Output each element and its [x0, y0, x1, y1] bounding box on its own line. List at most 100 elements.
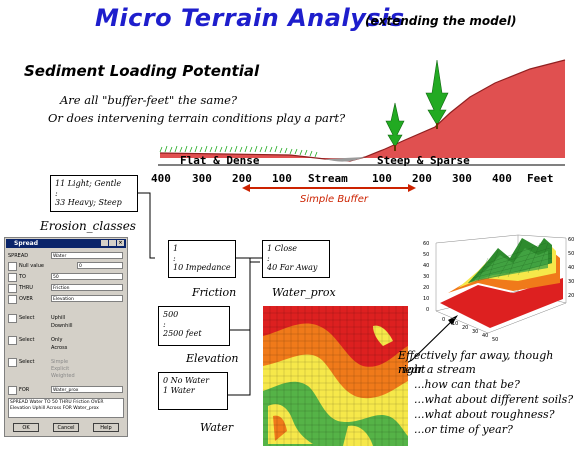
help-button[interactable]: Help [93, 423, 119, 432]
radio-downhill[interactable]: Downhill [51, 323, 73, 329]
for-checkbox[interactable] [8, 386, 17, 395]
axis-tick: 200 [232, 172, 252, 185]
axis-tick: 200 [412, 172, 432, 185]
terrain-label-right: Steep & Sparse [377, 154, 470, 167]
friction-box: 1 : 10 Impedance [168, 240, 236, 278]
to-row-label: TO [19, 274, 26, 280]
to-select[interactable]: 50 [51, 273, 123, 280]
select-3-checkbox[interactable] [8, 358, 17, 367]
water-prox-box: 1 Close : 40 Far Away [262, 240, 330, 278]
for-row-label: FOR [19, 387, 30, 393]
buffer-label: Simple Buffer [300, 194, 369, 205]
over-select[interactable]: Elevation [51, 295, 123, 302]
thru-select[interactable]: Friction [51, 284, 123, 291]
axis-unit-label: Feet [527, 172, 554, 185]
friction-line-1: 1 [173, 244, 179, 253]
axis-tick: 300 [192, 172, 212, 185]
xaxis-tick: 0 [442, 317, 445, 323]
minimize-icon[interactable] [101, 240, 108, 246]
erosion-classes-box: 11 Light; Gentle : 33 Heavy; Steep [50, 175, 138, 212]
select-1-checkbox[interactable] [8, 314, 17, 323]
friction-line-2: : [173, 253, 176, 263]
terrain-fill [159, 59, 566, 162]
maximize-icon[interactable] [109, 240, 116, 246]
ok-button[interactable]: OK [13, 423, 39, 432]
radio-uphill[interactable]: Uphill [51, 315, 66, 321]
water-box: 0 No Water 1 Water [158, 372, 228, 410]
buffer-arrow [242, 184, 416, 192]
null-row-label: Null value [19, 263, 44, 269]
axis-tick: 400 [492, 172, 512, 185]
axis-tick: 400 [151, 172, 171, 185]
zaxis-tick: 30 [423, 274, 429, 280]
cancel-button[interactable]: Cancel [53, 423, 79, 432]
note-line-2: near a stream [398, 363, 476, 376]
note-line-1: Effectively far away, though right [398, 349, 554, 376]
question-2: Or does intervening terrain conditions p… [48, 111, 346, 125]
erosion-classes-label: Erosion_classes [40, 219, 136, 233]
elevation-line-1: 500 [163, 310, 179, 319]
radio-weighted[interactable]: Weighted [51, 373, 75, 379]
null-value-input[interactable]: 0 [77, 262, 123, 269]
xaxis-tick: 10 [452, 321, 458, 327]
note-line-5: ...what about roughness? [414, 408, 555, 421]
water-line-2: 1 Water [163, 385, 195, 395]
spread-select[interactable]: Water [51, 252, 123, 259]
for-input[interactable]: Water_prox [51, 386, 123, 393]
water-prox-label: Water_prox [272, 286, 336, 299]
page-subtitle: (extending the model) [365, 14, 517, 28]
xaxis-tick: 20 [462, 325, 468, 331]
yaxis-tick: 60 [568, 237, 574, 243]
friction-label: Friction [192, 286, 237, 299]
pine-tree-icon [385, 102, 405, 151]
over-checkbox[interactable] [8, 295, 17, 304]
yaxis-tick: 40 [568, 265, 574, 271]
zaxis-tick: 20 [423, 285, 429, 291]
water-prox-line-2: : [267, 253, 270, 263]
erosion-line-2: : [55, 188, 58, 198]
radio-across[interactable]: Across [51, 345, 68, 351]
thru-checkbox[interactable] [8, 284, 17, 293]
friction-line-3: 10 Impedance [173, 263, 231, 273]
note-line-4: ...what about different soils? [414, 393, 574, 406]
radio-simple[interactable]: Simple [51, 359, 69, 365]
pine-tree-icon [425, 59, 449, 129]
water-prox-line-3: 40 Far Away [267, 263, 318, 273]
erosion-line-3: 33 Heavy; Steep [55, 198, 122, 208]
axis-tick: 100 [272, 172, 292, 185]
spread-row-label: SPREAD [8, 253, 29, 259]
radio-only[interactable]: Only [51, 337, 63, 343]
yaxis-tick: 30 [568, 279, 574, 285]
select-3-label: Select [19, 359, 35, 365]
dense-vegetation-band [159, 145, 318, 158]
axis-tick: 300 [452, 172, 472, 185]
null-checkbox[interactable] [8, 262, 17, 271]
water-prox-line-1: 1 Close [267, 244, 297, 253]
xaxis-tick: 30 [472, 329, 478, 335]
proximity-map [263, 306, 408, 446]
select-2-checkbox[interactable] [8, 336, 17, 345]
close-icon[interactable]: × [117, 240, 124, 246]
surface-plot-3d: 60 50 40 30 20 10 0 0 10 20 30 40 50 60 … [423, 234, 574, 343]
to-checkbox[interactable] [8, 273, 17, 282]
page-title: Micro Terrain Analysis [95, 4, 405, 32]
dialog-titlebar: Spread × [6, 239, 126, 248]
elevation-label: Elevation [186, 352, 239, 365]
yaxis-tick: 20 [568, 293, 574, 299]
terrain-label-left: Flat & Dense [180, 154, 260, 167]
command-preview: SPREAD Water TO 50 THRU Friction OVER El… [8, 398, 124, 418]
spread-dialog: Spread × SPREAD Water Null value 0 TO 50… [4, 237, 128, 437]
elevation-line-3: 2500 feet [163, 329, 202, 339]
axis-tick: 100 [372, 172, 392, 185]
zaxis-tick: 50 [423, 252, 429, 258]
erosion-line-1: 11 Light; Gentle [55, 179, 122, 188]
zaxis-tick: 0 [426, 307, 429, 313]
radio-explicit[interactable]: Explicit [51, 366, 70, 372]
water-line-1: 0 No Water [163, 376, 210, 385]
zaxis-tick: 60 [423, 241, 429, 247]
elevation-box: 500 : 2500 feet [158, 306, 230, 346]
zaxis-tick: 10 [423, 296, 429, 302]
water-label: Water [200, 421, 234, 434]
over-row-label: OVER [19, 296, 33, 302]
